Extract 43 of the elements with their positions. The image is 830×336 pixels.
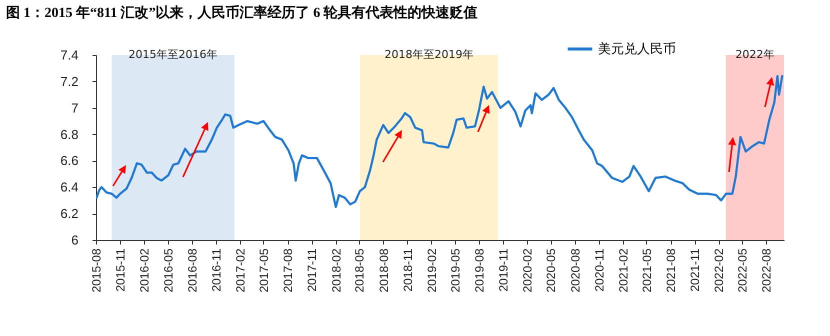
x-tick-label: 2018-11 [400,248,415,292]
x-tick-label: 2015-08 [90,248,104,293]
y-tick-label: 7.4 [60,48,78,62]
x-tick-label: 2015-11 [114,248,128,292]
y-tick-label: 6.4 [60,180,78,195]
band-label: 2018年至2019年 [384,48,474,61]
x-tick-label: 2020-11 [592,248,606,292]
x-tick-label: 2016-02 [138,248,152,293]
x-tick-label: 2019-08 [472,248,486,293]
x-tick-label: 2020-05 [544,248,558,293]
x-tick-label: 2016-08 [185,248,200,293]
x-tick-label: 2019-05 [448,248,462,293]
x-tick-label: 2017-08 [281,248,296,293]
x-tick-label: 2021-11 [688,248,702,292]
band-label: 2022年 [735,48,774,61]
y-tick-label: 6.6 [60,153,78,168]
x-tick-label: 2022-02 [712,248,726,293]
x-tick-label: 2018-08 [376,248,391,293]
y-tick-label: 7 [71,100,78,116]
y-tick-label: 6 [71,232,78,248]
x-tick-label: 2017-02 [234,248,248,293]
chart-title: 图 1：2015 年“811 汇改”以来，人民币汇率经历了 6 轮具有代表性的快速贬值 [6,4,478,22]
x-tick-label: 2020-08 [568,248,582,293]
x-tick-label: 2022-05 [736,248,750,293]
x-tick-label: 2019-11 [496,248,511,292]
y-tick-label: 7.2 [60,74,78,89]
x-tick-label: 2019-02 [424,248,439,293]
x-tick-label: 2016-11 [210,248,224,292]
x-tick-label: 2016-05 [161,248,176,293]
x-tick-label: 2021-02 [616,248,631,293]
x-tick-label: 2021-08 [664,248,678,293]
line-series [96,75,784,208]
x-tick-label: 2022-08 [760,248,774,293]
y-tick-label: 6.2 [60,206,78,222]
x-tick-label: 2020-02 [520,248,535,293]
legend-label: 美元兑人民币 [598,41,676,57]
x-tick-label: 2018-02 [329,248,344,293]
x-tick-label: 2017-05 [256,248,271,293]
y-tick-label: 6.8 [60,126,78,142]
band-label: 2015年至2016年 [128,48,218,61]
x-tick-label: 2017-11 [305,248,320,292]
x-tick-label: 2021-05 [640,248,654,293]
x-tick-label: 2018-05 [352,248,367,293]
